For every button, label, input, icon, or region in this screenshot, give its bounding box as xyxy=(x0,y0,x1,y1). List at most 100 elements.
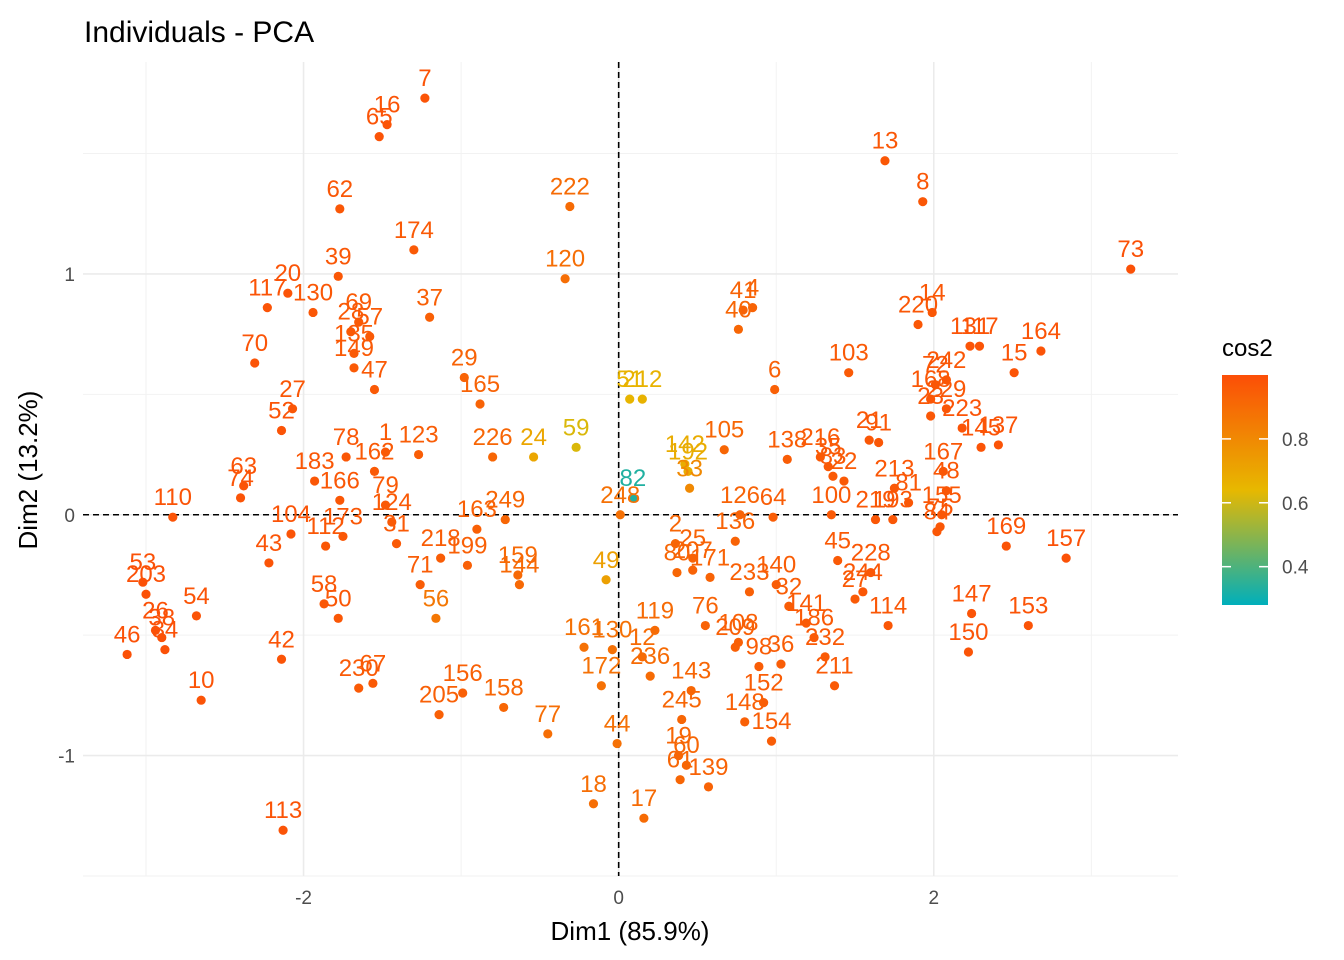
point-label-18: 18 xyxy=(580,771,607,798)
point-80 xyxy=(672,567,682,578)
point-155 xyxy=(937,510,947,520)
point-61 xyxy=(675,775,685,785)
point-138 xyxy=(782,454,792,464)
point-199 xyxy=(462,560,473,570)
point-label-67: 67 xyxy=(360,650,387,677)
point-label-20: 20 xyxy=(274,260,301,287)
point-label-47: 47 xyxy=(361,357,388,384)
point-233 xyxy=(744,587,755,597)
point-19 xyxy=(673,750,684,761)
point-26 xyxy=(150,625,161,635)
point-100 xyxy=(826,510,836,520)
point-226 xyxy=(488,452,498,462)
point-207 xyxy=(688,565,698,575)
point-label-136: 136 xyxy=(715,508,755,535)
point-label-174: 174 xyxy=(394,217,434,244)
point-label-103: 103 xyxy=(829,340,869,367)
point-label-105: 105 xyxy=(704,417,744,444)
point-27b xyxy=(850,594,860,604)
point-label-141: 141 xyxy=(786,590,826,617)
point-219 xyxy=(870,514,881,525)
point-label-229: 229 xyxy=(926,376,966,403)
point-193 xyxy=(888,514,898,525)
point-79 xyxy=(380,500,391,510)
point-label-23: 23 xyxy=(917,383,944,410)
point-label-113: 113 xyxy=(264,797,302,824)
point-label-7: 7 xyxy=(418,65,431,92)
point-label-161: 161 xyxy=(564,614,604,641)
point-label-63: 63 xyxy=(230,453,257,480)
point-label-51: 51 xyxy=(616,366,643,393)
point-label-21: 21 xyxy=(856,407,883,434)
point-label-203: 203 xyxy=(126,561,166,588)
point-label-49: 49 xyxy=(593,547,620,574)
point-149 xyxy=(349,363,359,373)
point-78 xyxy=(341,452,351,462)
x-tick-label: -2 xyxy=(295,888,312,909)
legend-tick-label: 0.8 xyxy=(1282,430,1308,451)
point-150 xyxy=(963,647,974,657)
chart-title: Individuals - PCA xyxy=(84,16,314,49)
point-7 xyxy=(420,93,430,103)
point-71 xyxy=(415,579,425,590)
point-159 xyxy=(513,570,523,580)
point-label-53: 53 xyxy=(130,549,157,576)
point-163 xyxy=(472,524,482,534)
point-label-81: 81 xyxy=(895,470,922,497)
point-41 xyxy=(738,305,748,315)
point-label-2: 2 xyxy=(669,511,682,538)
point-119 xyxy=(650,625,660,635)
point-label-149: 149 xyxy=(334,335,374,362)
point-131 xyxy=(965,341,975,351)
point-label-117: 117 xyxy=(248,275,286,302)
point-label-139: 139 xyxy=(688,754,728,781)
point-label-137: 137 xyxy=(978,412,1018,439)
point-40 xyxy=(733,324,744,334)
point-23 xyxy=(926,411,936,421)
point-label-29: 29 xyxy=(451,344,478,371)
point-label-148: 148 xyxy=(725,689,765,716)
point-label-232: 232 xyxy=(805,624,845,651)
point-label-233: 233 xyxy=(729,559,769,586)
point-144 xyxy=(514,579,525,590)
point-168 xyxy=(926,394,936,404)
point-216 xyxy=(815,452,825,462)
point-label-61: 61 xyxy=(667,747,694,774)
point-51 xyxy=(625,394,635,404)
point-249 xyxy=(500,514,510,525)
point-12 xyxy=(637,652,647,662)
point-82 xyxy=(628,493,638,503)
point-label-144: 144 xyxy=(499,552,539,579)
point-14 xyxy=(927,307,937,318)
point-label-70: 70 xyxy=(241,330,268,357)
point-label-16: 16 xyxy=(374,92,401,119)
point-236 xyxy=(645,671,655,681)
point-label-205: 205 xyxy=(419,682,459,709)
point-label-110: 110 xyxy=(154,484,192,511)
point-22 xyxy=(839,476,849,486)
point-142 xyxy=(680,459,690,469)
legend-colorbar xyxy=(1222,375,1268,605)
point-220 xyxy=(913,319,923,330)
point-212 xyxy=(637,394,647,404)
point-label-52: 52 xyxy=(268,397,295,424)
point-label-12: 12 xyxy=(629,624,656,651)
point-62 xyxy=(335,204,345,214)
point-label-117b: 117 xyxy=(960,313,998,340)
point-48 xyxy=(941,486,951,496)
point-49 xyxy=(601,575,611,585)
point-label-164: 164 xyxy=(1021,318,1061,345)
point-label-24: 24 xyxy=(520,424,547,451)
point-137 xyxy=(993,440,1003,450)
point-27 xyxy=(287,404,298,414)
point-label-13: 13 xyxy=(872,128,899,155)
point-223 xyxy=(957,423,967,433)
point-label-75: 75 xyxy=(927,494,954,521)
point-228 xyxy=(866,567,876,578)
point-label-104: 104 xyxy=(271,501,311,528)
point-label-25: 25 xyxy=(679,525,706,552)
y-tick-label: -1 xyxy=(58,747,75,768)
point-35 xyxy=(823,461,833,472)
point-label-220: 220 xyxy=(898,292,938,319)
point-label-155: 155 xyxy=(922,482,962,509)
